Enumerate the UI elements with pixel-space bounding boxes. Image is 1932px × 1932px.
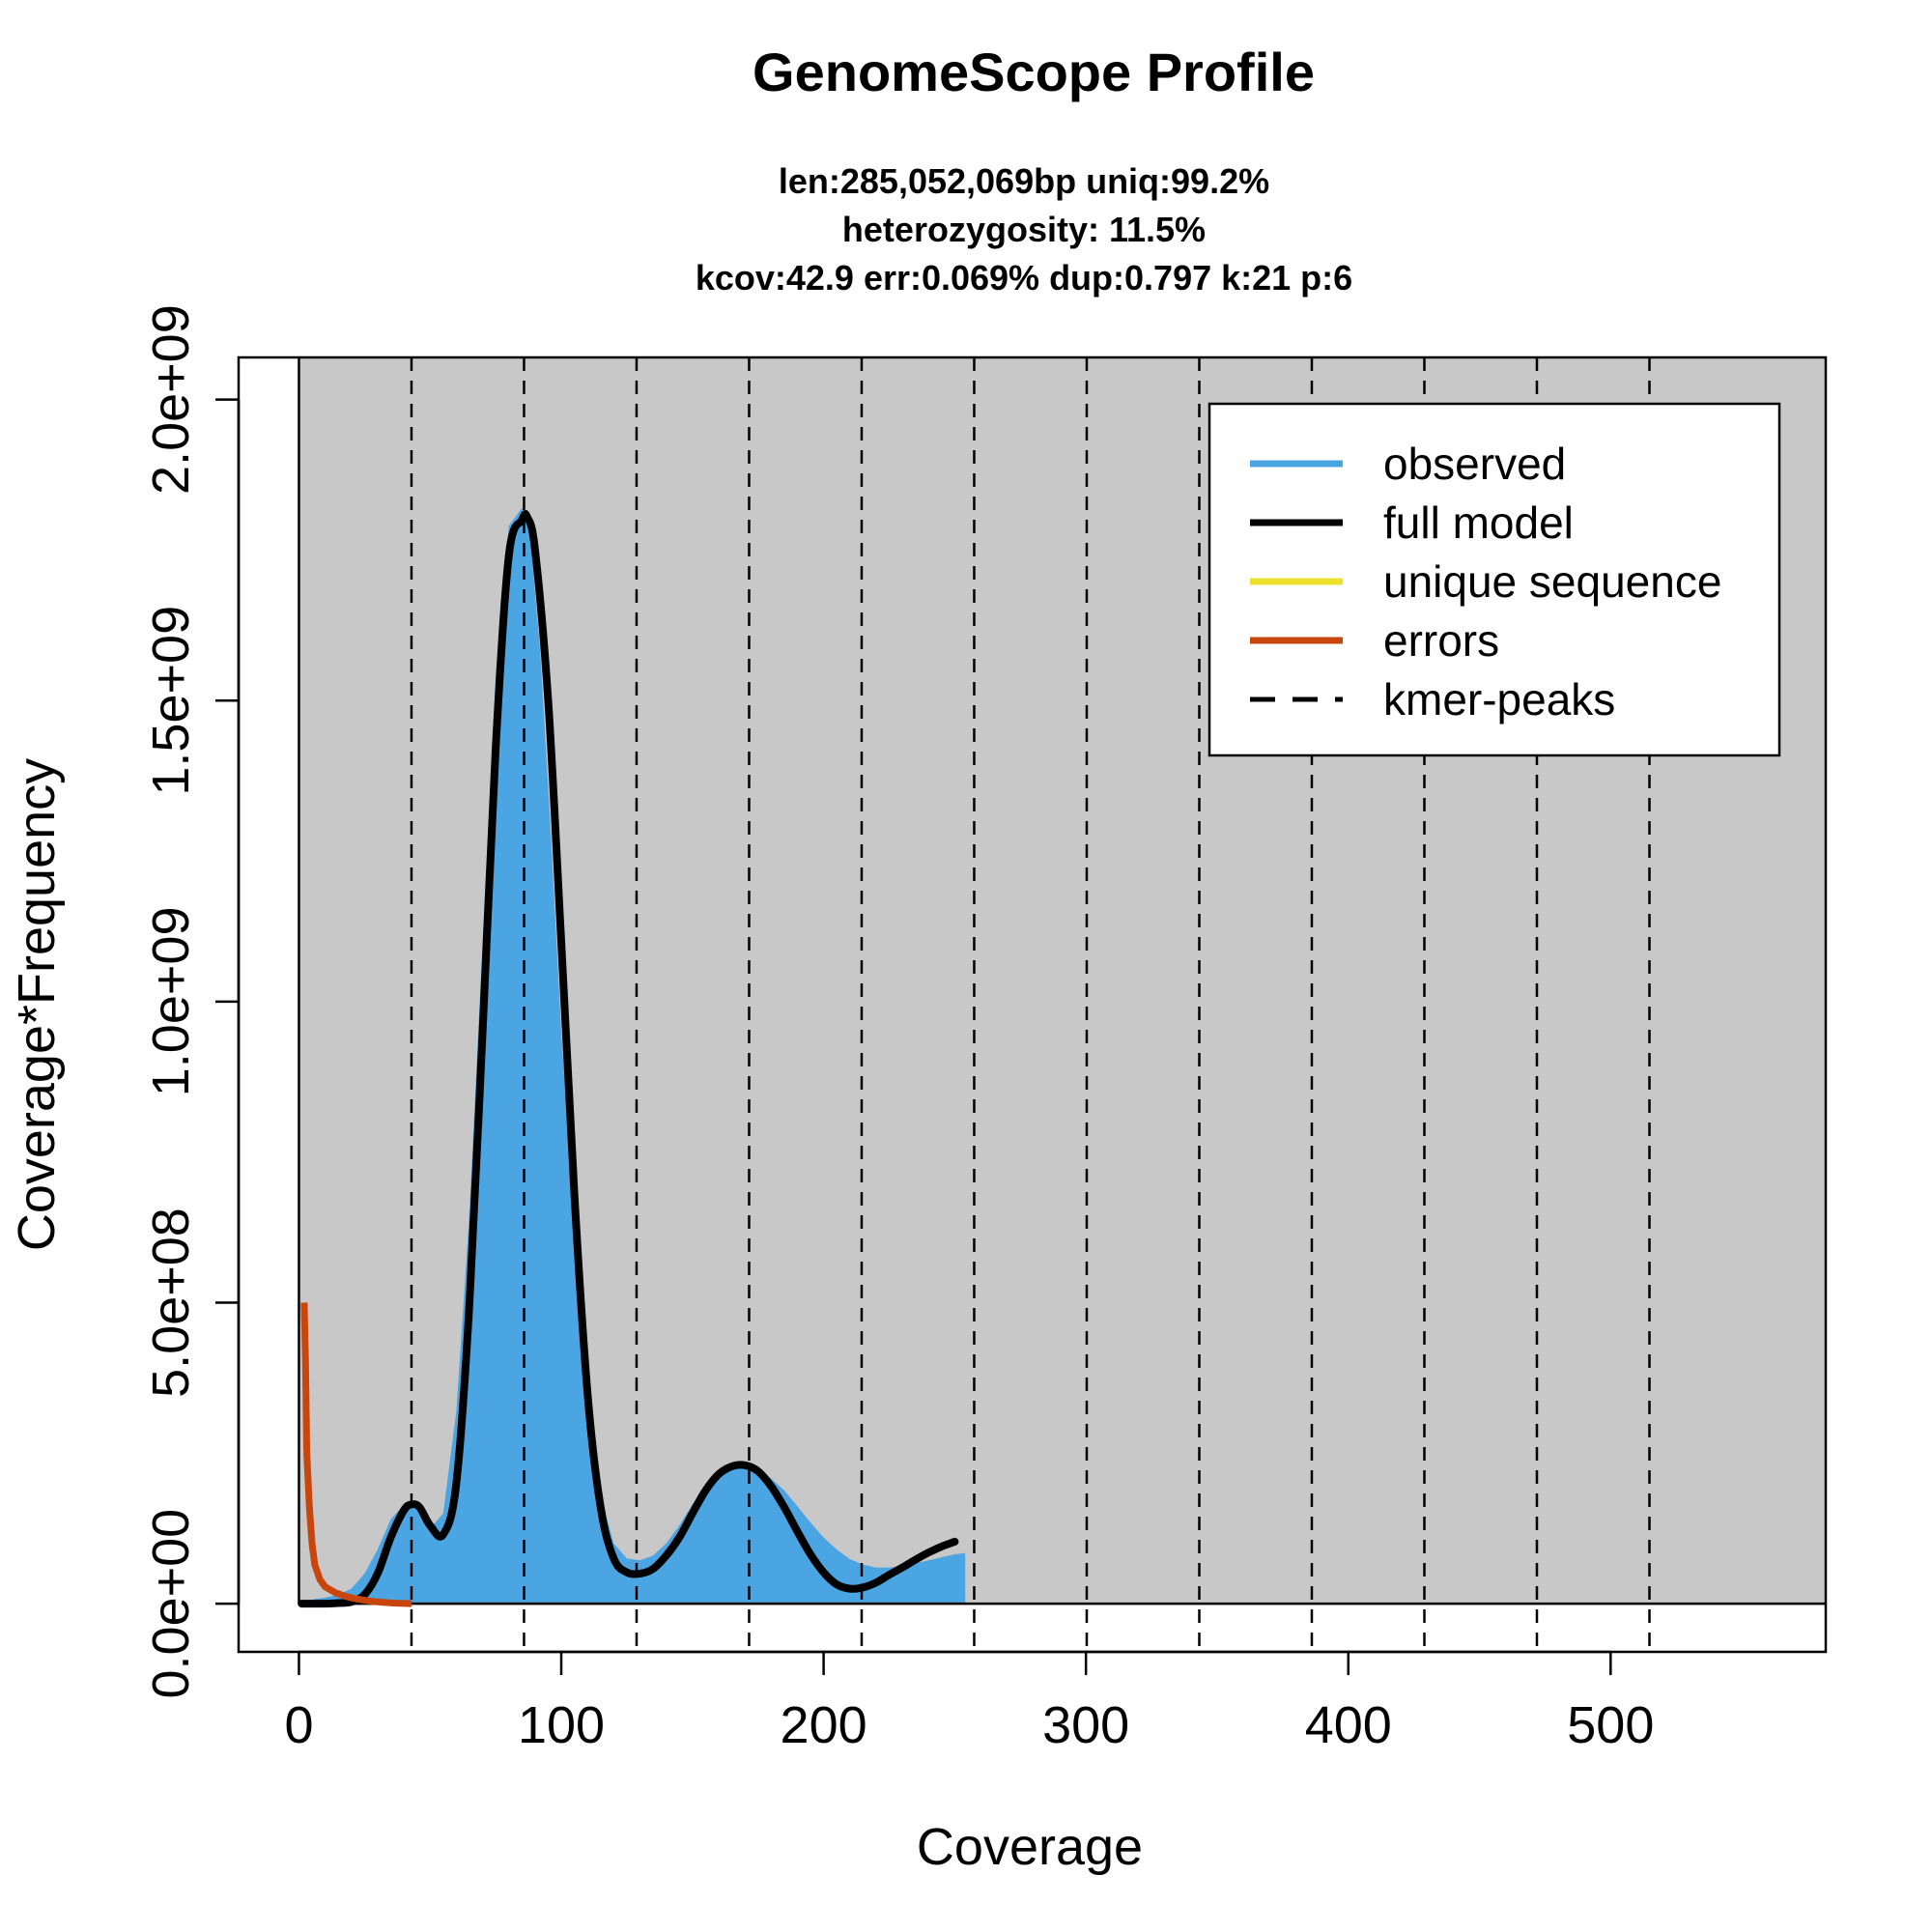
errors-line (300, 1302, 412, 1607)
y-tick-label: 0.0e+00 (142, 1509, 200, 1699)
legend-label: observed (1383, 439, 1566, 489)
x-tick-label: 300 (1042, 1696, 1129, 1754)
legend-label: kmer-peaks (1383, 674, 1615, 724)
chart-title: GenomeScope Profile (753, 42, 1315, 102)
x-tick-label: 200 (781, 1696, 867, 1754)
x-axis-label: Coverage (917, 1818, 1143, 1876)
chart-subtitle-line-2: heterozygosity: 11.5% (842, 210, 1206, 249)
chart-subtitle-line-3: kcov:42.9 err:0.069% dup:0.797 k:21 p:6 (696, 258, 1352, 298)
legend-label: full model (1383, 497, 1574, 548)
x-tick-label: 500 (1567, 1696, 1654, 1754)
x-tick-label: 400 (1305, 1696, 1392, 1754)
legend-label: unique sequence (1383, 556, 1721, 607)
y-tick-label: 5.0e+08 (142, 1208, 200, 1398)
x-axis-ticks: 0 100 200 300 400 500 (284, 1650, 1654, 1754)
full-model-line (298, 510, 959, 1608)
legend: observed full model unique sequence errors k… (1208, 402, 1781, 757)
y-tick-label: 1.5e+09 (142, 606, 200, 796)
y-tick-label: 1.0e+09 (142, 907, 200, 1097)
chart-subtitle-line-1: len:285,052,069bp uniq:99.2% (779, 161, 1269, 201)
x-tick-label: 100 (518, 1696, 605, 1754)
y-tick-label: 2.0e+09 (142, 304, 200, 495)
x-tick-label: 0 (284, 1696, 313, 1754)
y-axis-ticks: 0.0e+00 5.0e+08 1.0e+09 1.5e+09 2.0e+09 (142, 304, 241, 1699)
legend-label: errors (1383, 615, 1499, 666)
y-axis-label: Coverage*Frequency (8, 758, 66, 1251)
